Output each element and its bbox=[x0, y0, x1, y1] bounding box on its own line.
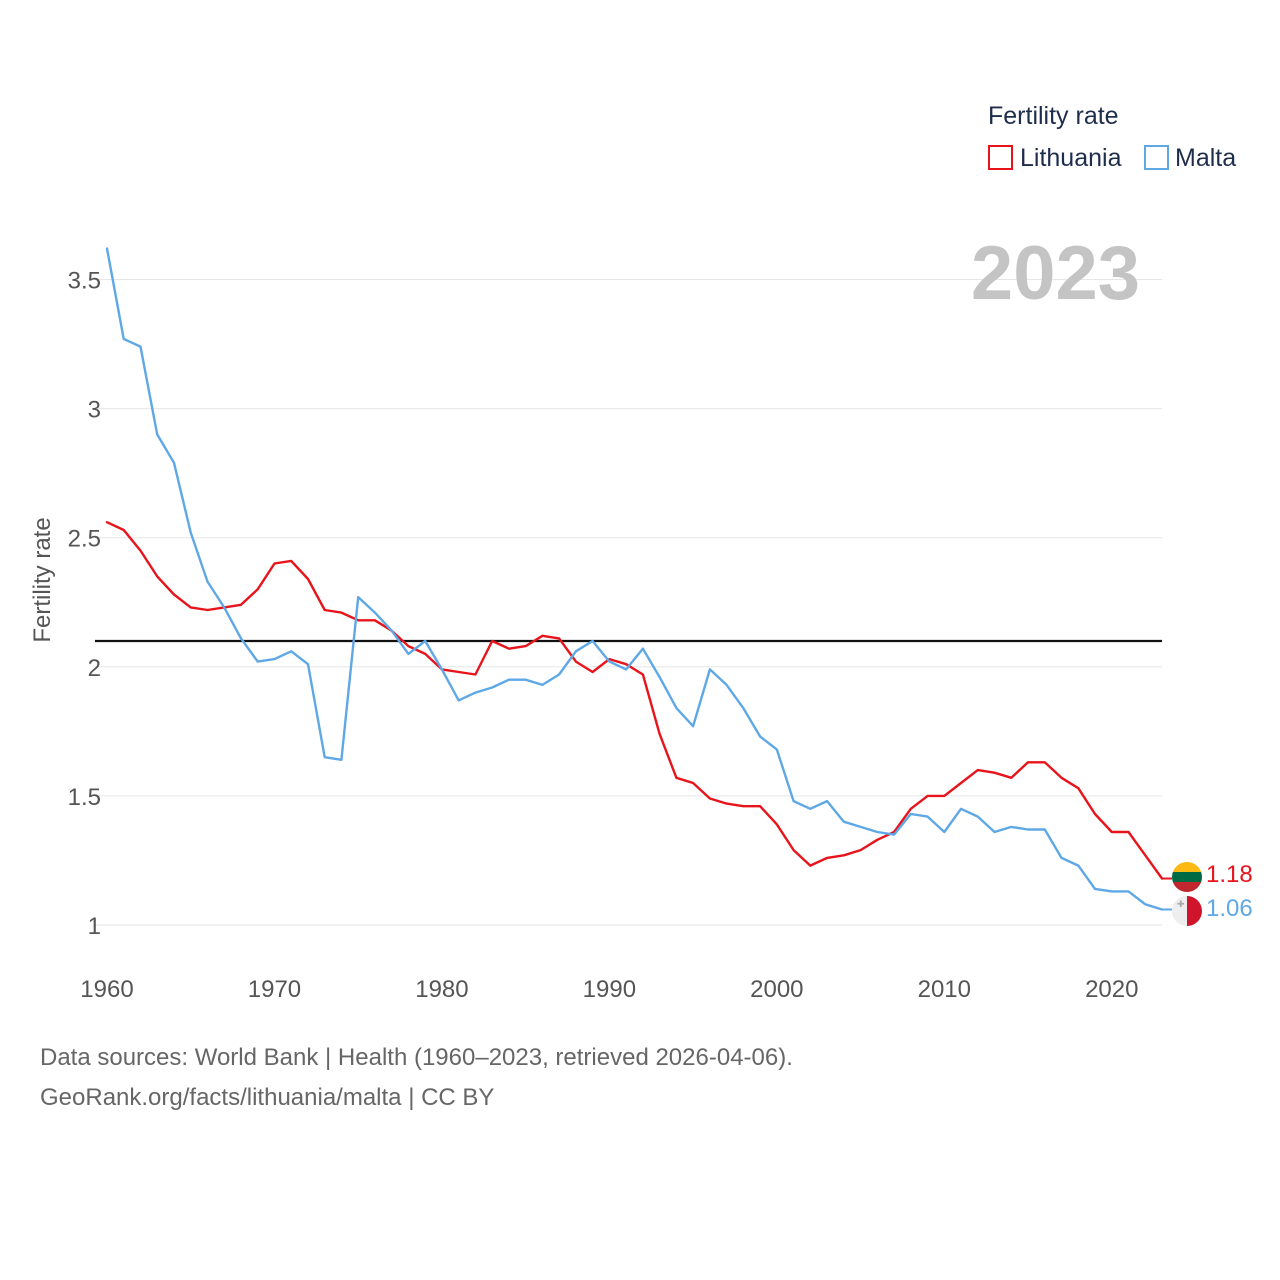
x-tick-label: 2020 bbox=[1085, 976, 1138, 1003]
x-tick-label: 1960 bbox=[80, 976, 133, 1003]
year-display: 2023 bbox=[971, 231, 1140, 316]
x-tick-label: 1990 bbox=[583, 976, 636, 1003]
x-tick-label: 1970 bbox=[248, 976, 301, 1003]
y-axis-ticks: 1 1.5 2 2.5 3 3.5 bbox=[68, 268, 101, 941]
y-axis-title: Fertility rate bbox=[29, 517, 56, 642]
legend-label-lithuania[interactable]: Lithuania bbox=[1020, 144, 1122, 172]
x-tick-label: 2000 bbox=[750, 976, 803, 1003]
y-tick-label: 1 bbox=[88, 913, 101, 940]
x-axis-ticks: 1960 1970 1980 1990 2000 2010 2020 bbox=[80, 976, 1138, 1003]
lithuania-end-value: 1.18 bbox=[1206, 861, 1253, 888]
lithuania-flag-icon bbox=[1172, 862, 1202, 892]
footer-source: Data sources: World Bank | Health (1960–… bbox=[40, 1044, 793, 1071]
y-tick-label: 2 bbox=[88, 655, 101, 682]
series-line-lithuania[interactable] bbox=[105, 521, 1164, 880]
y-tick-label: 2.5 bbox=[68, 526, 101, 553]
series-lines bbox=[105, 247, 1172, 911]
x-tick-label: 1980 bbox=[415, 976, 468, 1003]
legend[interactable]: Fertility rate Lithuania Malta bbox=[988, 102, 1236, 172]
y-tick-label: 3.5 bbox=[68, 268, 101, 295]
y-tick-label: 1.5 bbox=[68, 784, 101, 811]
gridlines bbox=[95, 279, 1162, 926]
legend-swatch-malta[interactable] bbox=[1144, 145, 1169, 170]
malta-end-value: 1.06 bbox=[1206, 895, 1253, 922]
y-tick-label: 3 bbox=[88, 397, 101, 424]
x-tick-label: 2010 bbox=[918, 976, 971, 1003]
legend-label-malta[interactable]: Malta bbox=[1175, 144, 1236, 172]
svg-text:✚: ✚ bbox=[1177, 900, 1185, 910]
footer-credit[interactable]: GeoRank.org/facts/lithuania/malta | CC B… bbox=[40, 1084, 495, 1111]
series-line-malta[interactable] bbox=[105, 247, 1164, 911]
legend-swatch-lithuania[interactable] bbox=[988, 145, 1013, 170]
malta-flag-icon: ✚ bbox=[1172, 896, 1202, 926]
legend-title: Fertility rate bbox=[988, 102, 1119, 130]
